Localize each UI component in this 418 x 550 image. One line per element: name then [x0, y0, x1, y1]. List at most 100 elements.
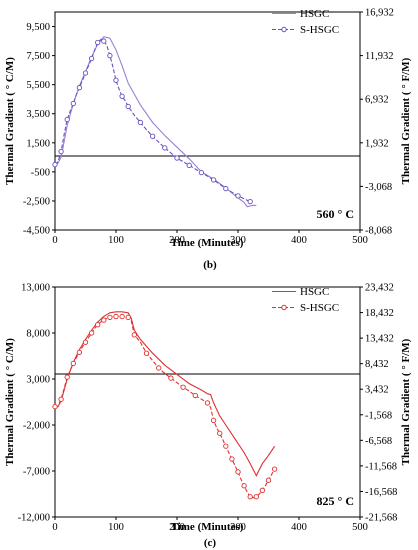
x-tick-label: 300	[230, 522, 246, 533]
y2-tick-label: -11,568	[365, 461, 397, 472]
legend-label-HSGC: HSGC	[300, 286, 329, 298]
series-point-S-HSGC	[162, 145, 168, 151]
series-point-S-HSGC	[143, 350, 150, 356]
series-point-S-HSGC	[82, 339, 89, 345]
series-point-S-HSGC	[259, 487, 266, 493]
x-tick-label: 200	[169, 235, 185, 246]
series-point-S-HSGC	[210, 417, 217, 424]
y-tick-label: -4,500	[23, 226, 50, 237]
x-tick-label: 100	[108, 522, 124, 533]
x-tick-label: 0	[52, 235, 57, 246]
legend-marker-S-HSGC	[281, 304, 287, 311]
x-tick-label: 300	[230, 235, 246, 246]
series-line-HSGC	[54, 36, 257, 208]
series-point-S-HSGC	[223, 443, 229, 449]
x-tick-label: 0	[52, 522, 57, 533]
y-axis-label: Thermal Gradient ( ° C/M)	[4, 57, 16, 185]
series-point-S-HSGC	[70, 100, 76, 107]
y-tick-label: 3,500	[26, 109, 50, 120]
temperature-annotation: 825 ° C	[317, 494, 354, 508]
series-point-S-HSGC	[223, 185, 229, 192]
series-point-S-HSGC	[76, 349, 83, 355]
series-point-S-HSGC	[95, 39, 101, 46]
plot-frame	[54, 286, 361, 518]
y2-tick-label: 23,432	[365, 283, 394, 294]
y2-tick-label: 18,432	[365, 308, 394, 319]
series-point-S-HSGC	[58, 396, 64, 402]
series-point-S-HSGC	[204, 400, 211, 406]
x-tick-label: 400	[291, 235, 307, 246]
y2-tick-label: 1,932	[365, 138, 389, 149]
y2-tick-label: 11,932	[365, 51, 394, 62]
legend-marker-S-HSGC	[281, 26, 287, 33]
series-point-S-HSGC	[64, 374, 70, 380]
series-point-S-HSGC	[192, 392, 198, 399]
plot-frame	[54, 11, 361, 231]
series-point-S-HSGC	[119, 93, 125, 99]
y-tick-label: -2,000	[23, 421, 50, 432]
y2-tick-label: 3,432	[365, 385, 389, 396]
y2-tick-label: -21,568	[365, 513, 397, 524]
series-point-S-HSGC	[88, 55, 95, 62]
series-point-S-HSGC	[88, 330, 95, 336]
y-tick-label: 7,500	[26, 51, 50, 62]
series-line-S-HSGC	[55, 315, 276, 499]
series-point-S-HSGC	[70, 360, 76, 367]
x-axis-label: Time (Minutes)	[171, 237, 244, 249]
series-point-S-HSGC	[253, 494, 259, 500]
y2-tick-label: 16,932	[365, 8, 394, 19]
legend-label-S-HSGC: S-HSGC	[300, 302, 339, 314]
y-tick-label: -500	[31, 167, 50, 178]
series-point-S-HSGC	[101, 38, 107, 44]
panel-label: (b)	[203, 259, 217, 271]
series-point-S-HSGC	[58, 148, 64, 155]
series-point-S-HSGC	[52, 403, 58, 410]
y2-tick-label: -6,568	[365, 436, 392, 447]
series-point-S-HSGC	[247, 199, 253, 205]
y-tick-label: 13,000	[21, 283, 50, 294]
series-point-S-HSGC	[119, 313, 125, 320]
series-point-S-HSGC	[82, 70, 89, 76]
series-point-S-HSGC	[95, 322, 101, 328]
series-point-S-HSGC	[137, 119, 144, 126]
y-tick-label: 9,500	[26, 22, 50, 33]
legend-label-S-HSGC: S-HSGC	[300, 24, 339, 36]
x-axis-label: Time (Minutes)	[171, 521, 244, 533]
y-tick-label: 5,500	[26, 80, 50, 91]
x-tick-label: 200	[169, 522, 185, 533]
series-point-S-HSGC	[125, 103, 131, 110]
series-point-S-HSGC	[265, 477, 272, 483]
y2-tick-label: 6,932	[365, 95, 389, 106]
series-point-S-HSGC	[64, 116, 70, 123]
series-point-S-HSGC	[101, 317, 107, 323]
legend-label-HSGC: HSGC	[300, 8, 329, 20]
series-point-S-HSGC	[107, 52, 113, 59]
y2-axis-label: Thermal Gradient ( ° F/M)	[400, 57, 412, 184]
y-tick-label: -7,000	[23, 467, 50, 478]
series-point-S-HSGC	[241, 483, 247, 489]
series-point-S-HSGC	[271, 466, 278, 472]
series-point-S-HSGC	[113, 313, 119, 320]
series-point-S-HSGC	[107, 314, 113, 321]
series-point-S-HSGC	[186, 162, 192, 168]
x-tick-label: 500	[352, 235, 368, 246]
series-point-S-HSGC	[229, 456, 235, 462]
y2-tick-label: -1,568	[365, 410, 392, 421]
y2-tick-label: -16,568	[365, 487, 397, 498]
y2-tick-label: 8,432	[365, 359, 389, 370]
y-tick-label: 1,500	[26, 138, 50, 149]
panel-label: (c)	[204, 537, 217, 549]
y-axis-label: Thermal Gradient ( ° C/M)	[4, 338, 16, 466]
series-line-HSGC	[55, 311, 276, 477]
series-point-S-HSGC	[113, 77, 119, 83]
series-point-S-HSGC	[168, 375, 174, 381]
y-tick-label: 8,000	[26, 329, 50, 340]
y-tick-label: -2,500	[23, 196, 50, 207]
series-point-S-HSGC	[180, 384, 186, 390]
series-point-S-HSGC	[210, 177, 217, 183]
x-tick-label: 400	[291, 522, 307, 533]
y2-tick-label: -8,068	[365, 226, 392, 237]
series-point-S-HSGC	[156, 365, 162, 371]
temperature-annotation: 560 ° C	[317, 207, 354, 221]
